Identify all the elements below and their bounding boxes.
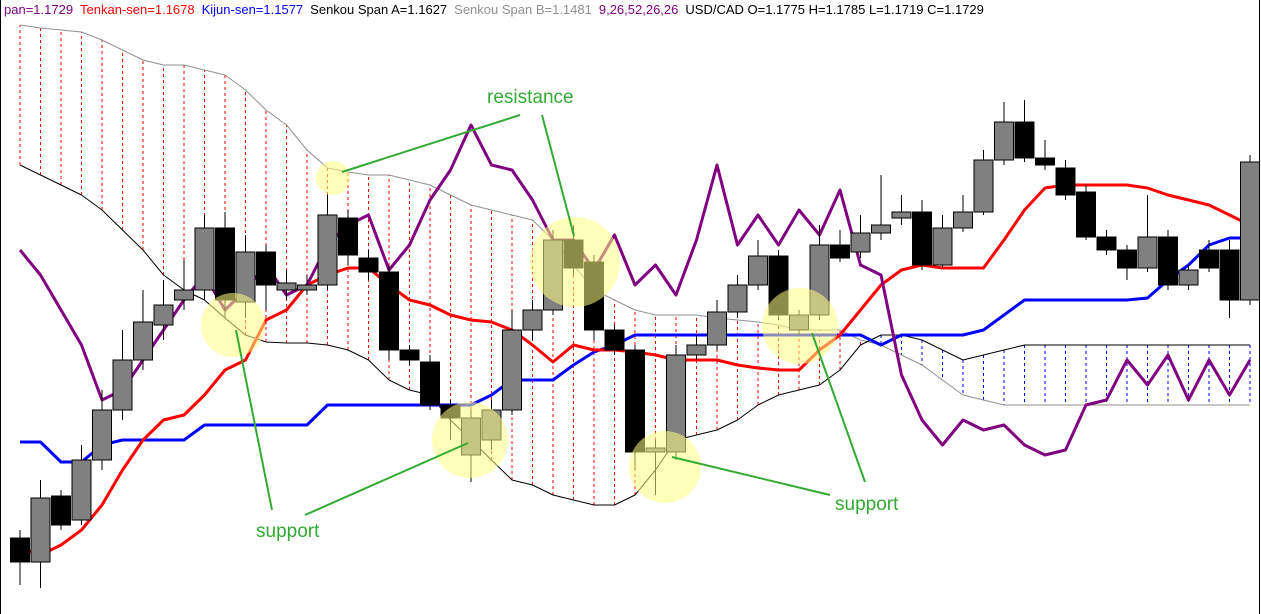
arrow (235, 329, 273, 511)
candle-body (1055, 167, 1076, 196)
candle-body (1178, 269, 1199, 286)
highlight (530, 217, 620, 307)
indicator-line (19, 24, 1250, 406)
indicator-line (20, 236, 1250, 464)
candle-body (133, 321, 153, 361)
candle-body (420, 361, 440, 406)
candle-body (1076, 191, 1096, 238)
candle-body (297, 284, 317, 291)
arrows (235, 114, 866, 516)
highlight (762, 288, 838, 364)
candle-body (707, 311, 727, 346)
annotation: support (256, 521, 320, 542)
highlight (201, 293, 265, 357)
header-item: USD/CAD O=1.1775 H=1.1785 L=1.1719 C=1.1… (685, 2, 984, 17)
highlight (432, 402, 508, 478)
candle-body (1117, 249, 1137, 269)
highlight (629, 431, 701, 503)
candle-body (686, 344, 707, 356)
highlight (316, 161, 350, 195)
candle-body (727, 284, 748, 313)
candle-body (748, 255, 768, 286)
candle-body (953, 211, 973, 229)
candle-body (994, 121, 1014, 161)
header-item: 9,26,52,26,26 (599, 2, 679, 17)
annotation: resistance (487, 87, 574, 108)
candle-body (379, 271, 399, 351)
candle-body (399, 349, 420, 361)
arrow (304, 442, 469, 516)
candle-body (174, 289, 194, 301)
candle-body (71, 459, 92, 521)
candle-body (1199, 249, 1219, 269)
candle-body (276, 282, 297, 291)
candle-body (256, 251, 276, 286)
header-item: Kijun-sen=1.1577 (202, 2, 304, 17)
candle-body (338, 217, 358, 256)
candle-body (502, 329, 522, 411)
candle-body (1096, 236, 1117, 251)
candle-body (932, 227, 953, 266)
header-item: Senkou Span A=1.1627 (310, 2, 447, 17)
candle-body (522, 309, 543, 331)
candle-body (92, 409, 112, 461)
candle-body (871, 224, 891, 234)
arrow (541, 114, 575, 237)
candle-body (973, 159, 994, 213)
header: pan=1.1729 Tenkan-sen=1.1678 Kijun-sen=1.1… (4, 2, 984, 17)
candle-body (1158, 236, 1178, 286)
candle-body (1240, 161, 1260, 301)
candle-body (1219, 249, 1240, 301)
annotation: support (835, 494, 899, 515)
candle-body (112, 359, 133, 411)
candle-body (1014, 121, 1035, 159)
candle-body (317, 214, 338, 286)
candle-body (1137, 236, 1158, 269)
candle-body (153, 304, 174, 326)
arrow (671, 456, 831, 496)
arrow (341, 114, 521, 173)
arrow (811, 332, 866, 483)
candle-body (51, 495, 71, 526)
candle-body (850, 232, 871, 253)
header-item: Tenkan-sen=1.1678 (80, 2, 195, 17)
candle-body (10, 537, 30, 563)
candle-body (625, 349, 645, 453)
candle-body (194, 227, 215, 291)
candle-body (215, 227, 235, 301)
header-item: pan=1.1729 (4, 2, 73, 17)
highlights (201, 161, 838, 503)
header-item: Senkou Span B=1.1481 (454, 2, 592, 17)
candle-body (1035, 157, 1055, 166)
candle-body (30, 497, 51, 563)
candle-body (604, 329, 625, 351)
candle-body (891, 211, 912, 219)
candle-body (912, 211, 932, 266)
candle-body (358, 257, 379, 273)
candle-body (830, 244, 850, 259)
